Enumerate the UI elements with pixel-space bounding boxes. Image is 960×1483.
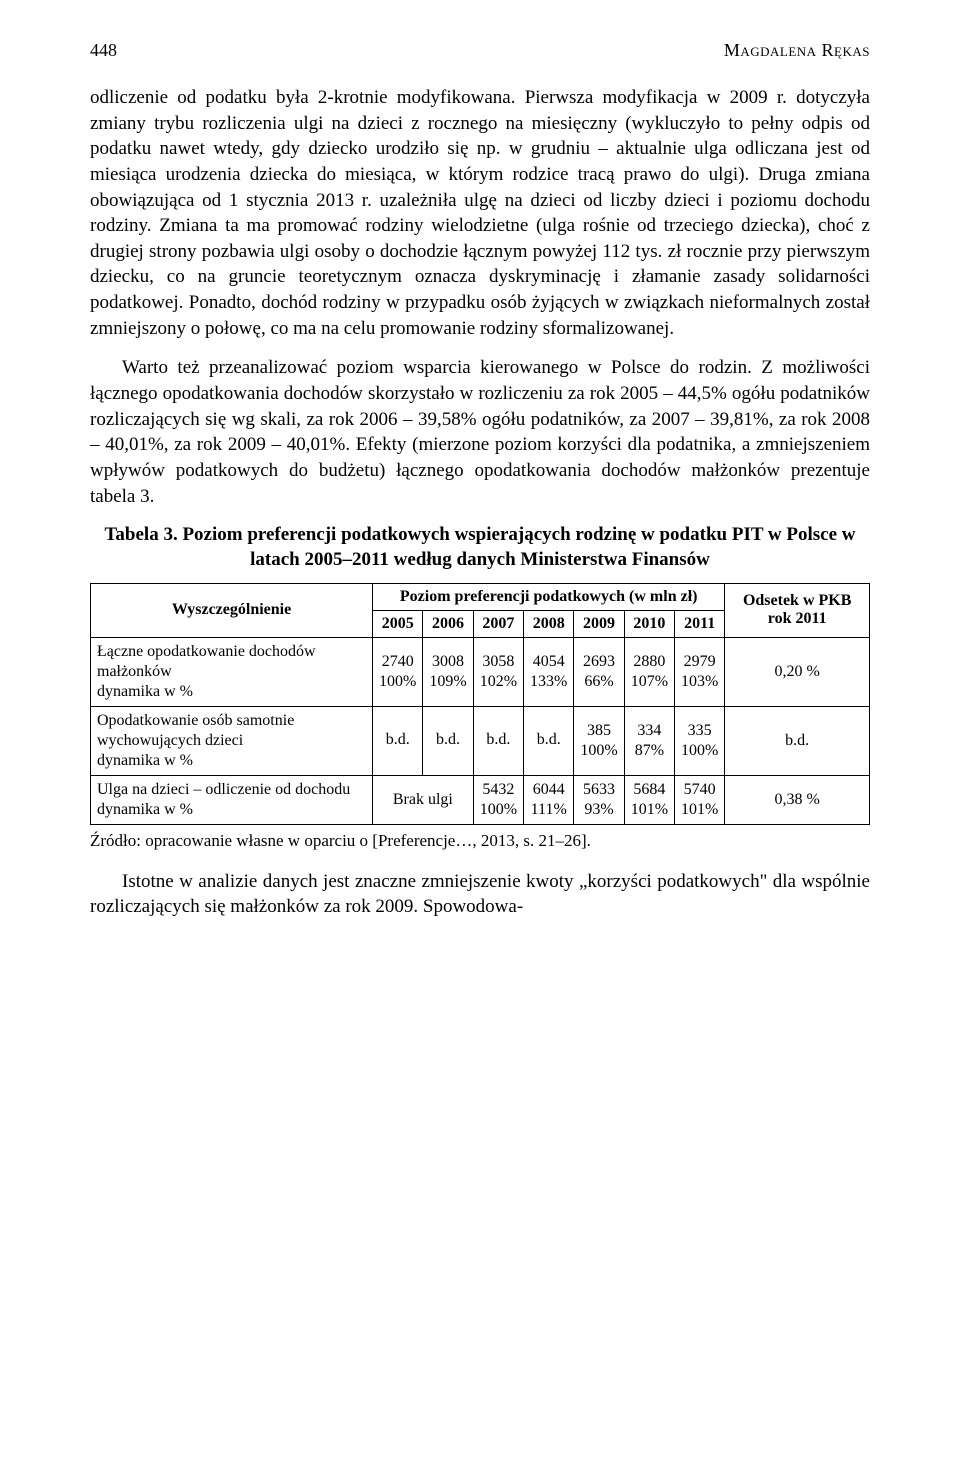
cell-value: 5684: [633, 781, 665, 799]
cell-brak: Brak ulgi: [373, 775, 474, 824]
cell: b.d.: [473, 706, 523, 775]
row-label: Łączne opodatkowanie dochodów małżonkówd…: [91, 637, 373, 706]
cell-value: b.d.: [486, 731, 510, 749]
table-row: Łączne opodatkowanie dochodów małżonkówd…: [91, 637, 870, 706]
cell: 2740 100%: [373, 637, 423, 706]
cell: 4054 133%: [524, 637, 574, 706]
paragraph-3: Istotne w analizie danych jest znaczne z…: [90, 869, 870, 920]
cell-value: b.d.: [537, 731, 561, 749]
col-year: 2009: [574, 610, 624, 637]
cell: 5684 101%: [624, 775, 674, 824]
cell: 5633 93%: [574, 775, 624, 824]
cell: 2979 103%: [675, 637, 725, 706]
cell: 2693 66%: [574, 637, 624, 706]
cell-value: 2880: [633, 653, 665, 671]
cell-dyn: 66%: [584, 673, 613, 691]
table-row: Ulga na dzieci – odliczenie od dochodudy…: [91, 775, 870, 824]
col-year: 2008: [524, 610, 574, 637]
running-header: 448 Magdalena Rękas: [90, 40, 870, 61]
col-group-header: Poziom preferencji podatkowych (w mln zł…: [373, 583, 725, 610]
cell-value: 3008: [432, 653, 464, 671]
cell: b.d.: [373, 706, 423, 775]
col-year: 2005: [373, 610, 423, 637]
cell: 335 100%: [675, 706, 725, 775]
cell-value: 5432: [482, 781, 514, 799]
cell-dyn: 101%: [681, 801, 718, 819]
cell-dyn: 103%: [681, 673, 718, 691]
cell-value: b.d.: [386, 731, 410, 749]
cell: 5432 100%: [473, 775, 523, 824]
cell-value: 3058: [482, 653, 514, 671]
cell-value: 4054: [533, 653, 565, 671]
cell-last: 0,20 %: [725, 637, 870, 706]
cell-value: 2979: [684, 653, 716, 671]
cell-last: b.d.: [725, 706, 870, 775]
cell: 385 100%: [574, 706, 624, 775]
cell-dyn: 111%: [531, 801, 567, 819]
cell: 3008 109%: [423, 637, 473, 706]
col-year: 2010: [624, 610, 674, 637]
col-year: 2006: [423, 610, 473, 637]
cell: 3058 102%: [473, 637, 523, 706]
cell-value: 2740: [382, 653, 414, 671]
cell: 5740 101%: [675, 775, 725, 824]
table-header-row-1: Wyszczególnienie Poziom preferencji poda…: [91, 583, 870, 610]
cell-last: 0,38 %: [725, 775, 870, 824]
cell-dyn: 100%: [480, 801, 517, 819]
cell-value: b.d.: [436, 731, 460, 749]
cell: 6044 111%: [524, 775, 574, 824]
cell-value: 5633: [583, 781, 615, 799]
cell-value: 334: [637, 722, 661, 740]
table-title: Tabela 3. Poziom preferencji podatkowych…: [90, 523, 870, 572]
cell: b.d.: [423, 706, 473, 775]
cell-dyn: 87%: [635, 742, 664, 760]
paragraph-2: Warto też przeanalizować poziom wsparcia…: [90, 355, 870, 509]
cell-dyn: 100%: [681, 742, 718, 760]
data-table: Wyszczególnienie Poziom preferencji poda…: [90, 583, 870, 825]
cell-value: 385: [587, 722, 611, 740]
cell-value: 2693: [583, 653, 615, 671]
cell-dyn: 101%: [631, 801, 668, 819]
cell-dyn: 93%: [584, 801, 613, 819]
col-last: Odsetek w PKB rok 2011: [725, 583, 870, 637]
cell-dyn: 107%: [631, 673, 668, 691]
cell-dyn: 100%: [379, 673, 416, 691]
running-author: Magdalena Rękas: [724, 40, 870, 61]
col-year: 2007: [473, 610, 523, 637]
page-number: 448: [90, 40, 117, 61]
cell: 2880 107%: [624, 637, 674, 706]
col-rowhead: Wyszczególnienie: [91, 583, 373, 637]
paragraph-1: odliczenie od podatku była 2-krotnie mod…: [90, 85, 870, 341]
cell-value: 335: [688, 722, 712, 740]
table-source: Źródło: opracowanie własne w oparciu o […: [90, 831, 870, 851]
cell-dyn: 102%: [480, 673, 517, 691]
table-row: Opodatkowanie osób samotnie wychowującyc…: [91, 706, 870, 775]
page: 448 Magdalena Rękas odliczenie od podatk…: [0, 0, 960, 974]
cell-dyn: 100%: [580, 742, 617, 760]
cell-dyn: 109%: [429, 673, 466, 691]
cell-value: 5740: [684, 781, 716, 799]
row-label: Ulga na dzieci – odliczenie od dochodudy…: [91, 775, 373, 824]
cell-dyn: 133%: [530, 673, 567, 691]
cell: 33487%: [624, 706, 674, 775]
cell-value: 6044: [533, 781, 565, 799]
cell: b.d.: [524, 706, 574, 775]
row-label: Opodatkowanie osób samotnie wychowującyc…: [91, 706, 373, 775]
col-year: 2011: [675, 610, 725, 637]
